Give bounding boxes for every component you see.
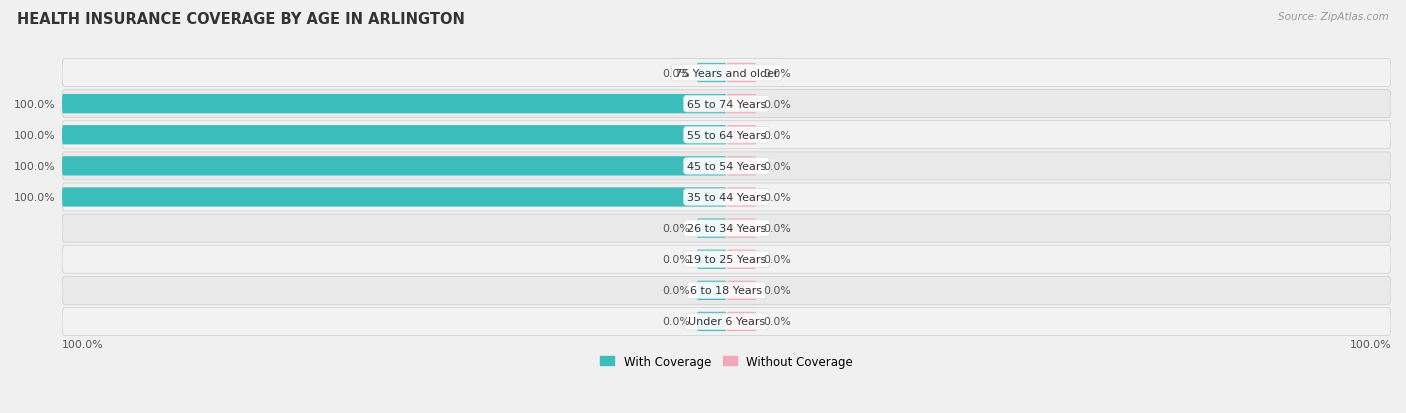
Text: 0.0%: 0.0% bbox=[662, 317, 690, 327]
Text: 0.0%: 0.0% bbox=[763, 68, 790, 78]
FancyBboxPatch shape bbox=[62, 277, 1391, 305]
FancyBboxPatch shape bbox=[62, 126, 727, 145]
Text: 0.0%: 0.0% bbox=[763, 131, 790, 140]
FancyBboxPatch shape bbox=[727, 157, 756, 176]
FancyBboxPatch shape bbox=[727, 281, 756, 300]
FancyBboxPatch shape bbox=[727, 95, 756, 114]
Text: 0.0%: 0.0% bbox=[763, 192, 790, 202]
Text: 6 to 18 Years: 6 to 18 Years bbox=[690, 286, 762, 296]
Text: 0.0%: 0.0% bbox=[763, 254, 790, 265]
FancyBboxPatch shape bbox=[696, 219, 727, 238]
Text: 35 to 44 Years: 35 to 44 Years bbox=[688, 192, 766, 202]
Text: 0.0%: 0.0% bbox=[662, 223, 690, 233]
FancyBboxPatch shape bbox=[727, 250, 756, 269]
FancyBboxPatch shape bbox=[62, 59, 1391, 87]
Text: 19 to 25 Years: 19 to 25 Years bbox=[688, 254, 766, 265]
FancyBboxPatch shape bbox=[62, 90, 1391, 119]
FancyBboxPatch shape bbox=[62, 246, 1391, 273]
Text: 0.0%: 0.0% bbox=[763, 286, 790, 296]
FancyBboxPatch shape bbox=[62, 215, 1391, 242]
FancyBboxPatch shape bbox=[727, 188, 756, 207]
Text: 26 to 34 Years: 26 to 34 Years bbox=[688, 223, 766, 233]
Text: 100.0%: 100.0% bbox=[14, 100, 55, 109]
Text: 100.0%: 100.0% bbox=[62, 339, 104, 349]
Text: 0.0%: 0.0% bbox=[662, 286, 690, 296]
Text: 0.0%: 0.0% bbox=[763, 223, 790, 233]
Text: 45 to 54 Years: 45 to 54 Years bbox=[688, 161, 766, 171]
FancyBboxPatch shape bbox=[727, 312, 756, 331]
FancyBboxPatch shape bbox=[62, 95, 727, 114]
Text: 0.0%: 0.0% bbox=[763, 161, 790, 171]
FancyBboxPatch shape bbox=[727, 126, 756, 145]
FancyBboxPatch shape bbox=[62, 121, 1391, 150]
Text: 100.0%: 100.0% bbox=[14, 161, 55, 171]
FancyBboxPatch shape bbox=[62, 152, 1391, 180]
Text: 100.0%: 100.0% bbox=[1350, 339, 1391, 349]
Text: 55 to 64 Years: 55 to 64 Years bbox=[688, 131, 766, 140]
Text: 100.0%: 100.0% bbox=[14, 192, 55, 202]
FancyBboxPatch shape bbox=[696, 281, 727, 300]
FancyBboxPatch shape bbox=[62, 308, 1391, 336]
FancyBboxPatch shape bbox=[727, 64, 756, 83]
FancyBboxPatch shape bbox=[62, 183, 1391, 211]
Text: 75 Years and older: 75 Years and older bbox=[675, 68, 779, 78]
Text: 0.0%: 0.0% bbox=[662, 68, 690, 78]
Text: Under 6 Years: Under 6 Years bbox=[688, 317, 765, 327]
FancyBboxPatch shape bbox=[62, 157, 727, 176]
Text: HEALTH INSURANCE COVERAGE BY AGE IN ARLINGTON: HEALTH INSURANCE COVERAGE BY AGE IN ARLI… bbox=[17, 12, 465, 27]
FancyBboxPatch shape bbox=[696, 64, 727, 83]
Text: 0.0%: 0.0% bbox=[662, 254, 690, 265]
Text: 0.0%: 0.0% bbox=[763, 100, 790, 109]
Text: 0.0%: 0.0% bbox=[763, 317, 790, 327]
Text: 65 to 74 Years: 65 to 74 Years bbox=[688, 100, 766, 109]
FancyBboxPatch shape bbox=[62, 188, 727, 207]
FancyBboxPatch shape bbox=[696, 250, 727, 269]
FancyBboxPatch shape bbox=[727, 219, 756, 238]
Legend: With Coverage, Without Coverage: With Coverage, Without Coverage bbox=[595, 350, 858, 373]
Text: Source: ZipAtlas.com: Source: ZipAtlas.com bbox=[1278, 12, 1389, 22]
FancyBboxPatch shape bbox=[696, 312, 727, 331]
Text: 100.0%: 100.0% bbox=[14, 131, 55, 140]
